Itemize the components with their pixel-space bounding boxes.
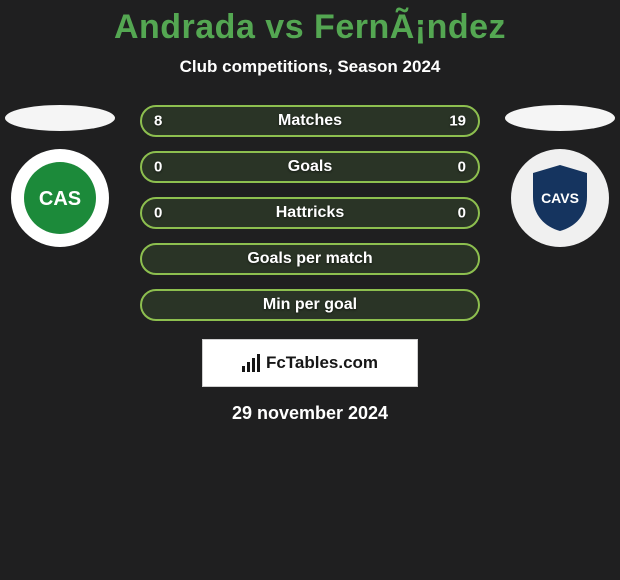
stat-value-right: 19: [449, 113, 466, 130]
stat-label: Matches: [278, 112, 342, 130]
stat-label: Hattricks: [276, 204, 344, 222]
content-area: CAS CAVS 8 Matches 19 0 Goals 0 0 Hattricks 0 Goa…: [0, 105, 620, 424]
player-right-photo: [505, 105, 615, 131]
stat-row: 8 Matches 19: [140, 105, 480, 137]
club-right-badge: CAVS: [511, 149, 609, 247]
stat-row: 0 Hattricks 0: [140, 197, 480, 229]
shield-icon: CAS: [21, 159, 99, 237]
player-right-column: CAVS: [500, 105, 620, 247]
shield-icon: CAVS: [521, 159, 599, 237]
club-left-badge: CAS: [11, 149, 109, 247]
comparison-card: Andrada vs FernÃ¡ndez Club competitions,…: [0, 0, 620, 580]
player-left-photo: [5, 105, 115, 131]
brand-box: FcTables.com: [202, 339, 418, 387]
stat-row: Min per goal: [140, 289, 480, 321]
player-left-column: CAS: [0, 105, 120, 247]
stat-row: 0 Goals 0: [140, 151, 480, 183]
bar-chart-icon: [242, 354, 260, 372]
svg-text:CAVS: CAVS: [541, 190, 579, 206]
stat-value-right: 0: [458, 159, 466, 176]
stat-label: Goals: [288, 158, 332, 176]
stat-value-left: 0: [154, 159, 162, 176]
stats-list: 8 Matches 19 0 Goals 0 0 Hattricks 0 Goals per ma…: [140, 105, 480, 321]
stat-value-right: 0: [458, 205, 466, 222]
subtitle: Club competitions, Season 2024: [0, 57, 620, 77]
stat-value-left: 0: [154, 205, 162, 222]
stat-value-left: 8: [154, 113, 162, 130]
page-title: Andrada vs FernÃ¡ndez: [0, 0, 620, 47]
stat-label: Goals per match: [247, 250, 372, 268]
brand-text: FcTables.com: [266, 353, 378, 373]
stat-row: Goals per match: [140, 243, 480, 275]
stat-label: Min per goal: [263, 296, 357, 314]
date-label: 29 november 2024: [0, 403, 620, 424]
svg-text:CAS: CAS: [39, 188, 81, 210]
